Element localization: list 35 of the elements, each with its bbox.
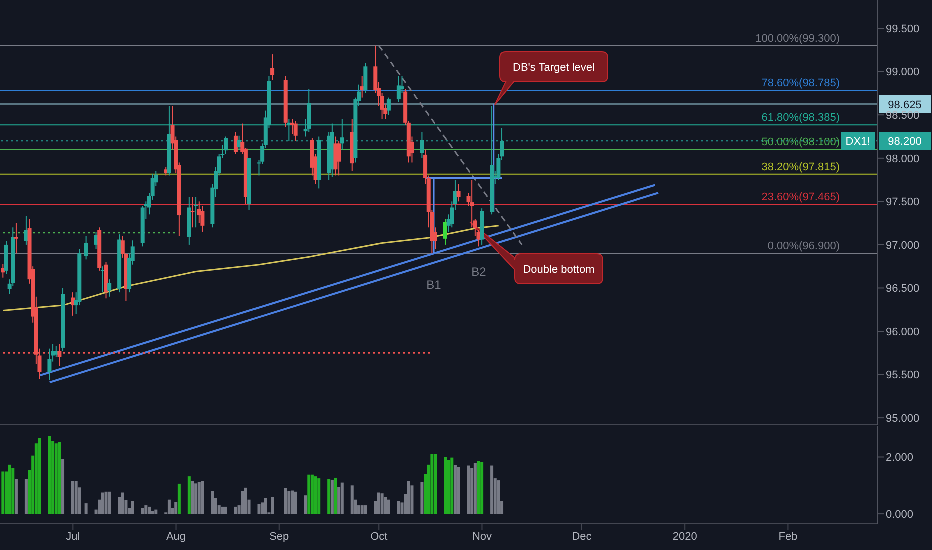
y-tick-label: 96.500 bbox=[886, 283, 920, 296]
x-tick-label: Dec bbox=[572, 530, 592, 543]
y-tick-label: 96.000 bbox=[886, 326, 920, 338]
ref-line-label: 38.20%(97.815) bbox=[762, 161, 840, 174]
y-tick-label: 2.000 bbox=[886, 452, 914, 464]
annotation: B1 bbox=[426, 278, 442, 292]
annotation: DB's Target level bbox=[513, 62, 595, 74]
annotation: Double bottom bbox=[523, 264, 595, 276]
y-tick-label: 98.000 bbox=[886, 153, 920, 166]
x-tick-label: Feb bbox=[778, 530, 798, 543]
ref-line-label: 100.00%(99.300) bbox=[756, 32, 840, 45]
ref-line-label: 98.200 bbox=[888, 136, 922, 148]
callout: DB's Target level bbox=[494, 52, 608, 106]
y-tick-label: 99.000 bbox=[886, 66, 920, 79]
x-tick-label: Oct bbox=[370, 530, 388, 543]
ref-line-label: 0.00%(96.900) bbox=[768, 240, 840, 253]
annotation: DX1! bbox=[846, 136, 870, 148]
x-tick-label: 2020 bbox=[672, 530, 698, 543]
x-tick-label: Jul bbox=[66, 530, 80, 543]
y-tick-label: 0.000 bbox=[886, 508, 914, 521]
ref-line-label: 78.60%(98.785) bbox=[762, 77, 840, 90]
y-tick-label: 97.500 bbox=[886, 196, 920, 209]
y-tick-label: 98.500 bbox=[886, 110, 920, 122]
ref-line-label: 98.625 bbox=[888, 99, 922, 112]
ref-line-label: 61.80%(98.385) bbox=[762, 112, 840, 124]
x-tick-label: Aug bbox=[166, 530, 186, 543]
y-tick-label: 95.000 bbox=[886, 412, 920, 425]
ref-line-label: 50.00%(98.100) bbox=[762, 136, 840, 149]
x-tick-label: Nov bbox=[472, 530, 493, 543]
x-tick-label: Sep bbox=[270, 530, 290, 543]
y-tick-label: 99.500 bbox=[886, 23, 920, 36]
y-tick-label: 95.500 bbox=[886, 370, 920, 382]
annotation: B2 bbox=[472, 265, 487, 279]
y-tick-label: 97.000 bbox=[886, 240, 920, 252]
ref-line-label: 23.60%(97.465) bbox=[762, 192, 840, 204]
